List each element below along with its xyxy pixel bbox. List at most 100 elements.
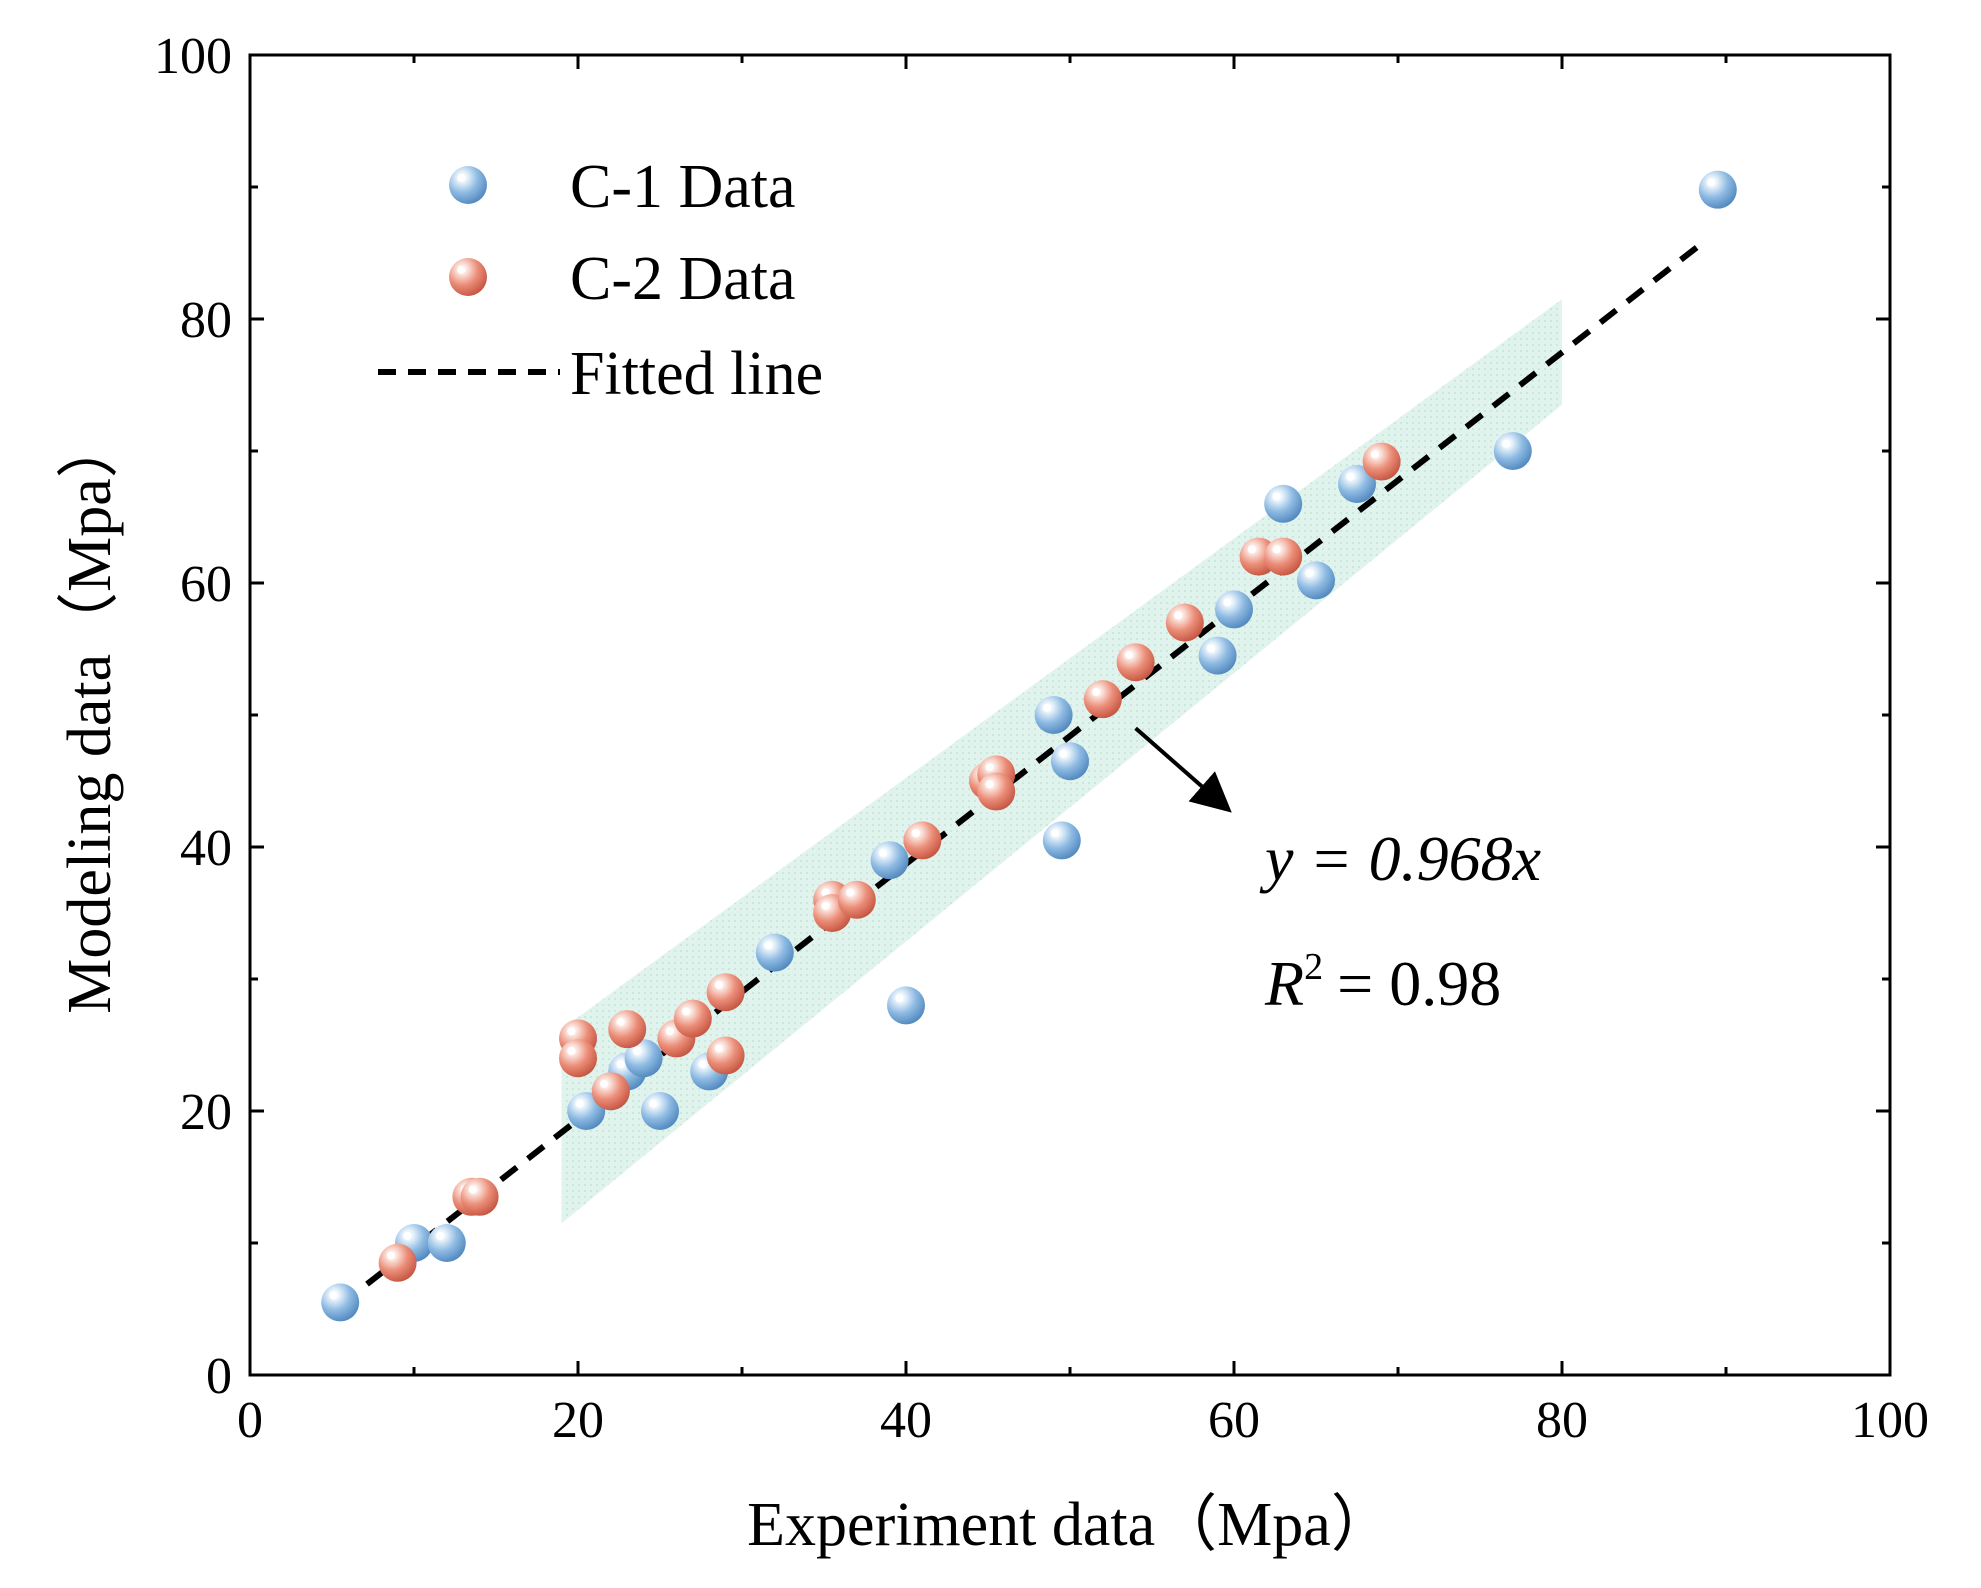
legend-item-c2: C-2 Data [449,245,796,313]
c1-data-point-highlight [632,1046,642,1056]
c1-data-point [870,841,909,880]
c2-data-point-highlight [567,1027,576,1036]
y-tick-label: 0 [206,1348,232,1405]
c1-data-point [1215,590,1253,629]
c1-data-point [1198,636,1237,675]
c2-data-point-highlight [1272,545,1281,554]
x-tick-label: 0 [237,1392,263,1449]
c2-data-point-body [977,772,1016,811]
c1-data-point [641,1092,679,1130]
legend-item-c1: C-1 Data [449,153,796,221]
c1-data-point [321,1283,360,1322]
c2-data-point-highlight [681,1007,691,1016]
c2-data-point-highlight [821,901,830,910]
c2-data-point [673,999,712,1038]
legend-item-fit: Fitted line [378,340,823,408]
c2-data-point-body [1264,537,1303,576]
regression-equation: y = 0.968x [1259,823,1541,894]
c2-data-point-highlight [985,763,994,772]
y-axis-label: Modeling data（Mpa） [56,416,124,1014]
c1-data-point-highlight [1272,492,1281,501]
c2-data-point-body [673,999,712,1038]
c2-data-point [903,821,942,860]
c2-data-point [1116,643,1155,682]
c2-data-point [706,1036,745,1075]
c1-data-point-body [1034,696,1073,734]
c1-data-point [887,986,925,1025]
c1-data-point-highlight [1223,598,1232,607]
c2-data-point-body [1083,680,1122,719]
c2-data-point [559,1039,597,1078]
c2-data-point [608,1010,647,1049]
c1-data-point-body [1297,561,1335,600]
r2-symbol: R [1264,948,1304,1019]
c1-data-point-highlight [1059,749,1068,759]
c2-data-point-highlight [1247,545,1257,554]
r-squared-label: R2 = 0.98 [1264,946,1501,1019]
c2-data-point [378,1243,417,1282]
c1-data-point-body [321,1283,360,1322]
c2-data-point-highlight [468,1185,478,1194]
annotation-arrow [1134,726,1232,813]
c1-data-point-highlight [1206,644,1216,653]
legend-c1-marker [449,166,487,204]
c1-data-point-highlight [1706,178,1716,187]
y-tick-label: 60 [180,556,232,613]
c2-data-point-highlight [1091,687,1101,697]
c2-data-point [1362,442,1401,481]
c2-data-point-body [559,1039,597,1078]
equation-annotation: y = 0.968x R2 = 0.98 [1134,726,1541,1019]
c1-data-point-body [755,933,794,972]
x-tick-label: 20 [552,1392,604,1449]
c1-data-point-highlight [763,941,773,950]
c2-data-point-highlight [665,1027,674,1036]
c2-data-point-highlight [386,1251,396,1260]
legend-c2-sphere [449,258,487,296]
r2-superscript: 2 [1304,946,1323,988]
c1-data-point [1338,465,1376,503]
r2-value: = 0.98 [1337,948,1501,1019]
c1-data-point-highlight [403,1231,412,1240]
c2-data-point-body [378,1243,417,1282]
c1-data-point-body [427,1224,466,1262]
c1-data-point-body [1215,590,1253,629]
c2-data-point-highlight [985,780,994,789]
legend-c2-label: C-2 Data [570,245,796,313]
c1-data-point-body [1264,484,1303,523]
legend: C-1 Data C-2 Data Fitted line [378,153,823,408]
x-tick-label: 80 [1536,1392,1588,1449]
c2-data-point-highlight [845,888,855,897]
c1-data-point-body [1051,742,1089,781]
c2-data-point-highlight [714,980,724,990]
c1-data-point [1698,170,1737,209]
c2-data-point-highlight [714,1044,724,1053]
c2-data-point [1264,537,1303,576]
x-tick-label: 60 [1208,1392,1260,1449]
c2-data-point-highlight [911,829,920,838]
c2-data-point-body [837,880,876,919]
y-tick-label: 80 [180,292,232,349]
legend-c1-sphere-body [449,166,487,204]
c2-data-point-highlight [1173,611,1183,620]
legend-c2-sphere-highlight [457,265,466,274]
c1-data-point-highlight [649,1099,658,1108]
c1-data-point [755,933,794,972]
legend-c1-sphere [449,166,487,204]
c1-data-point [624,1039,663,1078]
c1-data-point-highlight [1501,439,1511,448]
fitted-line-layer [338,241,1704,1308]
c1-data-point-body [641,1092,679,1130]
c1-data-point-highlight [575,1099,584,1108]
c2-data-point [837,880,876,919]
y-tick-label: 100 [154,28,232,85]
data-points-layer [321,170,1737,1322]
c2-data-point-body [608,1010,647,1049]
x-axis-label: Experiment data（Mpa） [747,1491,1393,1559]
c1-data-point-body [1698,170,1737,209]
c1-data-point-highlight [878,848,888,858]
y-tick-label: 40 [180,820,232,877]
c2-data-point-highlight [567,1046,576,1056]
legend-fit-label: Fitted line [570,340,823,408]
c1-data-point [1297,561,1335,600]
